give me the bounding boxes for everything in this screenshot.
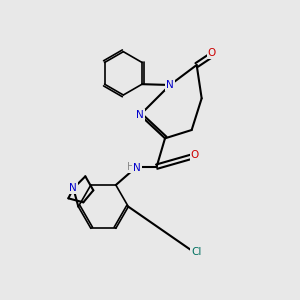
Text: O: O: [208, 48, 216, 58]
Text: N: N: [136, 110, 144, 120]
Text: O: O: [190, 150, 199, 160]
Text: Cl: Cl: [191, 247, 202, 257]
Text: N: N: [133, 163, 140, 173]
Text: N: N: [166, 80, 174, 90]
Text: N: N: [70, 183, 77, 193]
Text: H: H: [127, 162, 134, 172]
